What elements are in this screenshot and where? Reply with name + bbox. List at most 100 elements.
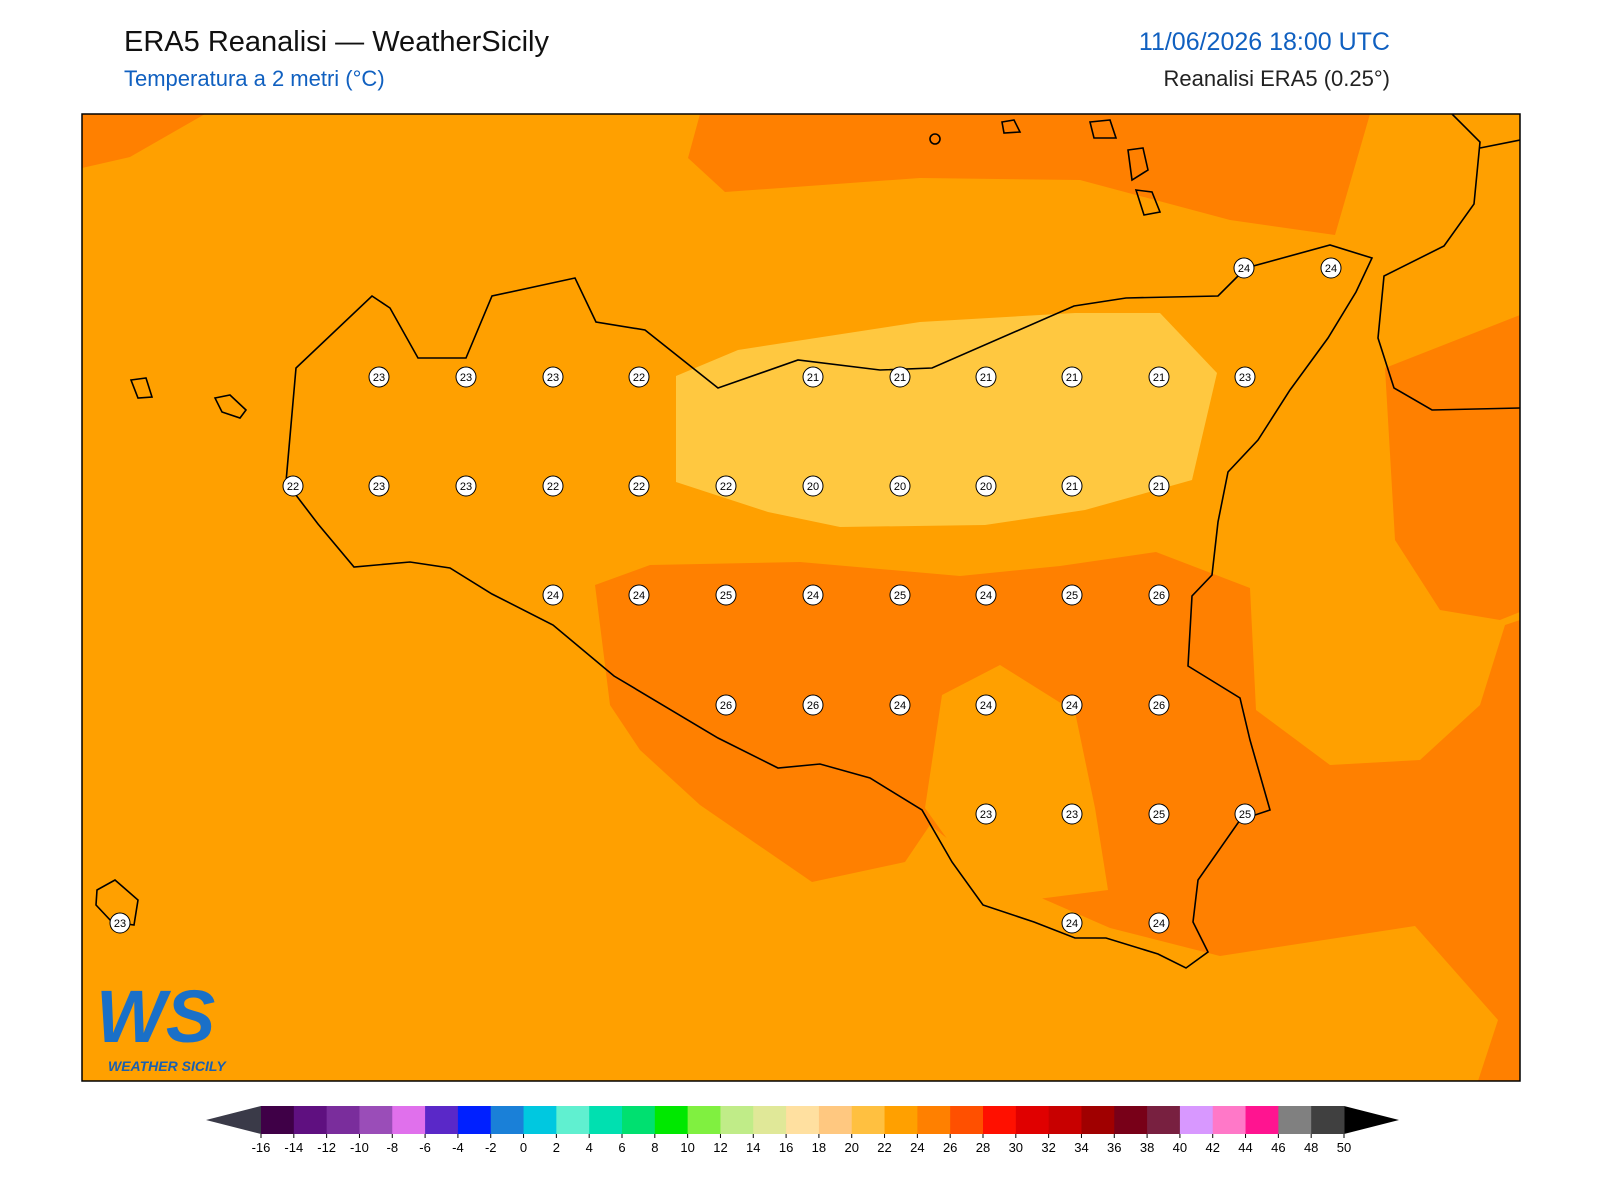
colorbar-tick-label: 24 [910, 1140, 924, 1155]
island-coast [1134, 189, 1162, 216]
colorbar-tick-label: 46 [1271, 1140, 1285, 1155]
colorbar-box [359, 1106, 393, 1134]
colorbar-box [818, 1106, 853, 1134]
colorbar-box [1245, 1106, 1279, 1134]
temperature-field: 24 24 23 23 23 22 21 21 21 21 21 23 22 23 23 22 22 22 20 20… [82, 114, 1520, 1081]
island-coast [1127, 147, 1149, 182]
colorbar-tick-label: 34 [1074, 1140, 1088, 1155]
station-marker [1148, 584, 1170, 606]
colorbar-box [950, 1106, 984, 1134]
colorbar-box [1015, 1106, 1050, 1134]
station-marker [715, 694, 737, 716]
station-value: 25 [1153, 809, 1165, 821]
station-marker [802, 475, 824, 497]
station-marker [1061, 366, 1083, 388]
station-value: 25 [894, 590, 906, 602]
station-value: 24 [1325, 263, 1337, 275]
island-coast [95, 879, 139, 926]
island-coast [1088, 119, 1118, 139]
station-value: 25 [720, 590, 732, 602]
station-value: 20 [980, 481, 992, 493]
colorbar-box [1048, 1106, 1082, 1134]
field-24-26 [688, 114, 1370, 235]
station-marker [1148, 694, 1170, 716]
station-value: 26 [1153, 700, 1165, 712]
station-value: 24 [633, 590, 645, 602]
colorbar-box [1081, 1106, 1115, 1134]
colorbar-over [1344, 1106, 1399, 1134]
station-value: 22 [633, 481, 645, 493]
colorbar-box [917, 1106, 951, 1134]
colorbar-tick-label: 8 [651, 1140, 658, 1155]
island-coast [129, 377, 154, 399]
colorbar-tick-label: 2 [553, 1140, 560, 1155]
colorbar-box [457, 1106, 492, 1134]
station-marker [368, 475, 390, 497]
field-24-26 [1385, 315, 1520, 620]
colorbar-box [261, 1106, 295, 1134]
station-marker [802, 694, 824, 716]
station-marker [889, 475, 911, 497]
colorbar-tick-label: 18 [812, 1140, 826, 1155]
colorbar-tick-label: -2 [485, 1140, 497, 1155]
colorbar-box [851, 1106, 886, 1134]
colorbar-tick-label: 42 [1205, 1140, 1219, 1155]
colorbar-box [392, 1106, 426, 1134]
colorbar-box [490, 1106, 525, 1134]
calabria-coast [1479, 139, 1520, 149]
colorbar-tick-label: -12 [317, 1140, 336, 1155]
station-value: 23 [460, 481, 472, 493]
station-value: 21 [807, 372, 819, 384]
colorbar-tick-label: 40 [1173, 1140, 1187, 1155]
station-marker [628, 475, 650, 497]
station-value: 20 [894, 481, 906, 493]
colorbar-box [293, 1106, 328, 1134]
colorbar-under [206, 1106, 261, 1134]
station-value: 21 [1066, 481, 1078, 493]
station-value: 24 [894, 700, 906, 712]
station-value: 21 [1066, 372, 1078, 384]
station-marker [1061, 912, 1083, 934]
colorbar: -16 -14 -12 -10 -8 -6 -4 -2 0 2 4 6 8 10 12 14 16 18 20 22 2… [206, 1106, 1399, 1155]
station-marker [1061, 584, 1083, 606]
station-value: 25 [1239, 809, 1251, 821]
colorbar-box [720, 1106, 754, 1134]
colorbar-box [884, 1106, 918, 1134]
station-marker [975, 366, 997, 388]
sicily-coast [285, 244, 1374, 969]
colorbar-box [687, 1106, 721, 1134]
station-marker [455, 475, 477, 497]
station-marker [802, 366, 824, 388]
station-marker [715, 584, 737, 606]
station-marker [975, 475, 997, 497]
station-value: 24 [1238, 263, 1250, 275]
station-marker [715, 475, 737, 497]
colorbar-tick-label: -8 [386, 1140, 398, 1155]
colorbar-tick-label: 26 [943, 1140, 957, 1155]
station-value: 24 [807, 590, 819, 602]
colorbar-tick-label: 14 [746, 1140, 760, 1155]
station-marker [282, 475, 304, 497]
station-marker [1061, 803, 1083, 825]
station-value: 21 [980, 372, 992, 384]
colorbar-tick-label: 22 [877, 1140, 891, 1155]
station-marker [889, 584, 911, 606]
datetime: 11/06/2026 18:00 UTC [1138, 28, 1390, 56]
field-22-24 [925, 665, 1108, 900]
station-value: 21 [894, 372, 906, 384]
station-value: 26 [807, 700, 819, 712]
station-value: 25 [1066, 590, 1078, 602]
map-frame [81, 113, 1521, 1082]
station-value: 23 [373, 481, 385, 493]
colorbar-tick-label: 12 [713, 1140, 727, 1155]
station-marker [1061, 475, 1083, 497]
colorbar-tick-label: 48 [1304, 1140, 1318, 1155]
island-coast [1001, 119, 1022, 134]
station-value: 22 [547, 481, 559, 493]
colorbar-tick-label: -4 [452, 1140, 464, 1155]
station-marker [542, 584, 564, 606]
station-value: 23 [114, 918, 126, 930]
station-marker [1234, 366, 1256, 388]
colorbar-tick-label: -14 [284, 1140, 303, 1155]
